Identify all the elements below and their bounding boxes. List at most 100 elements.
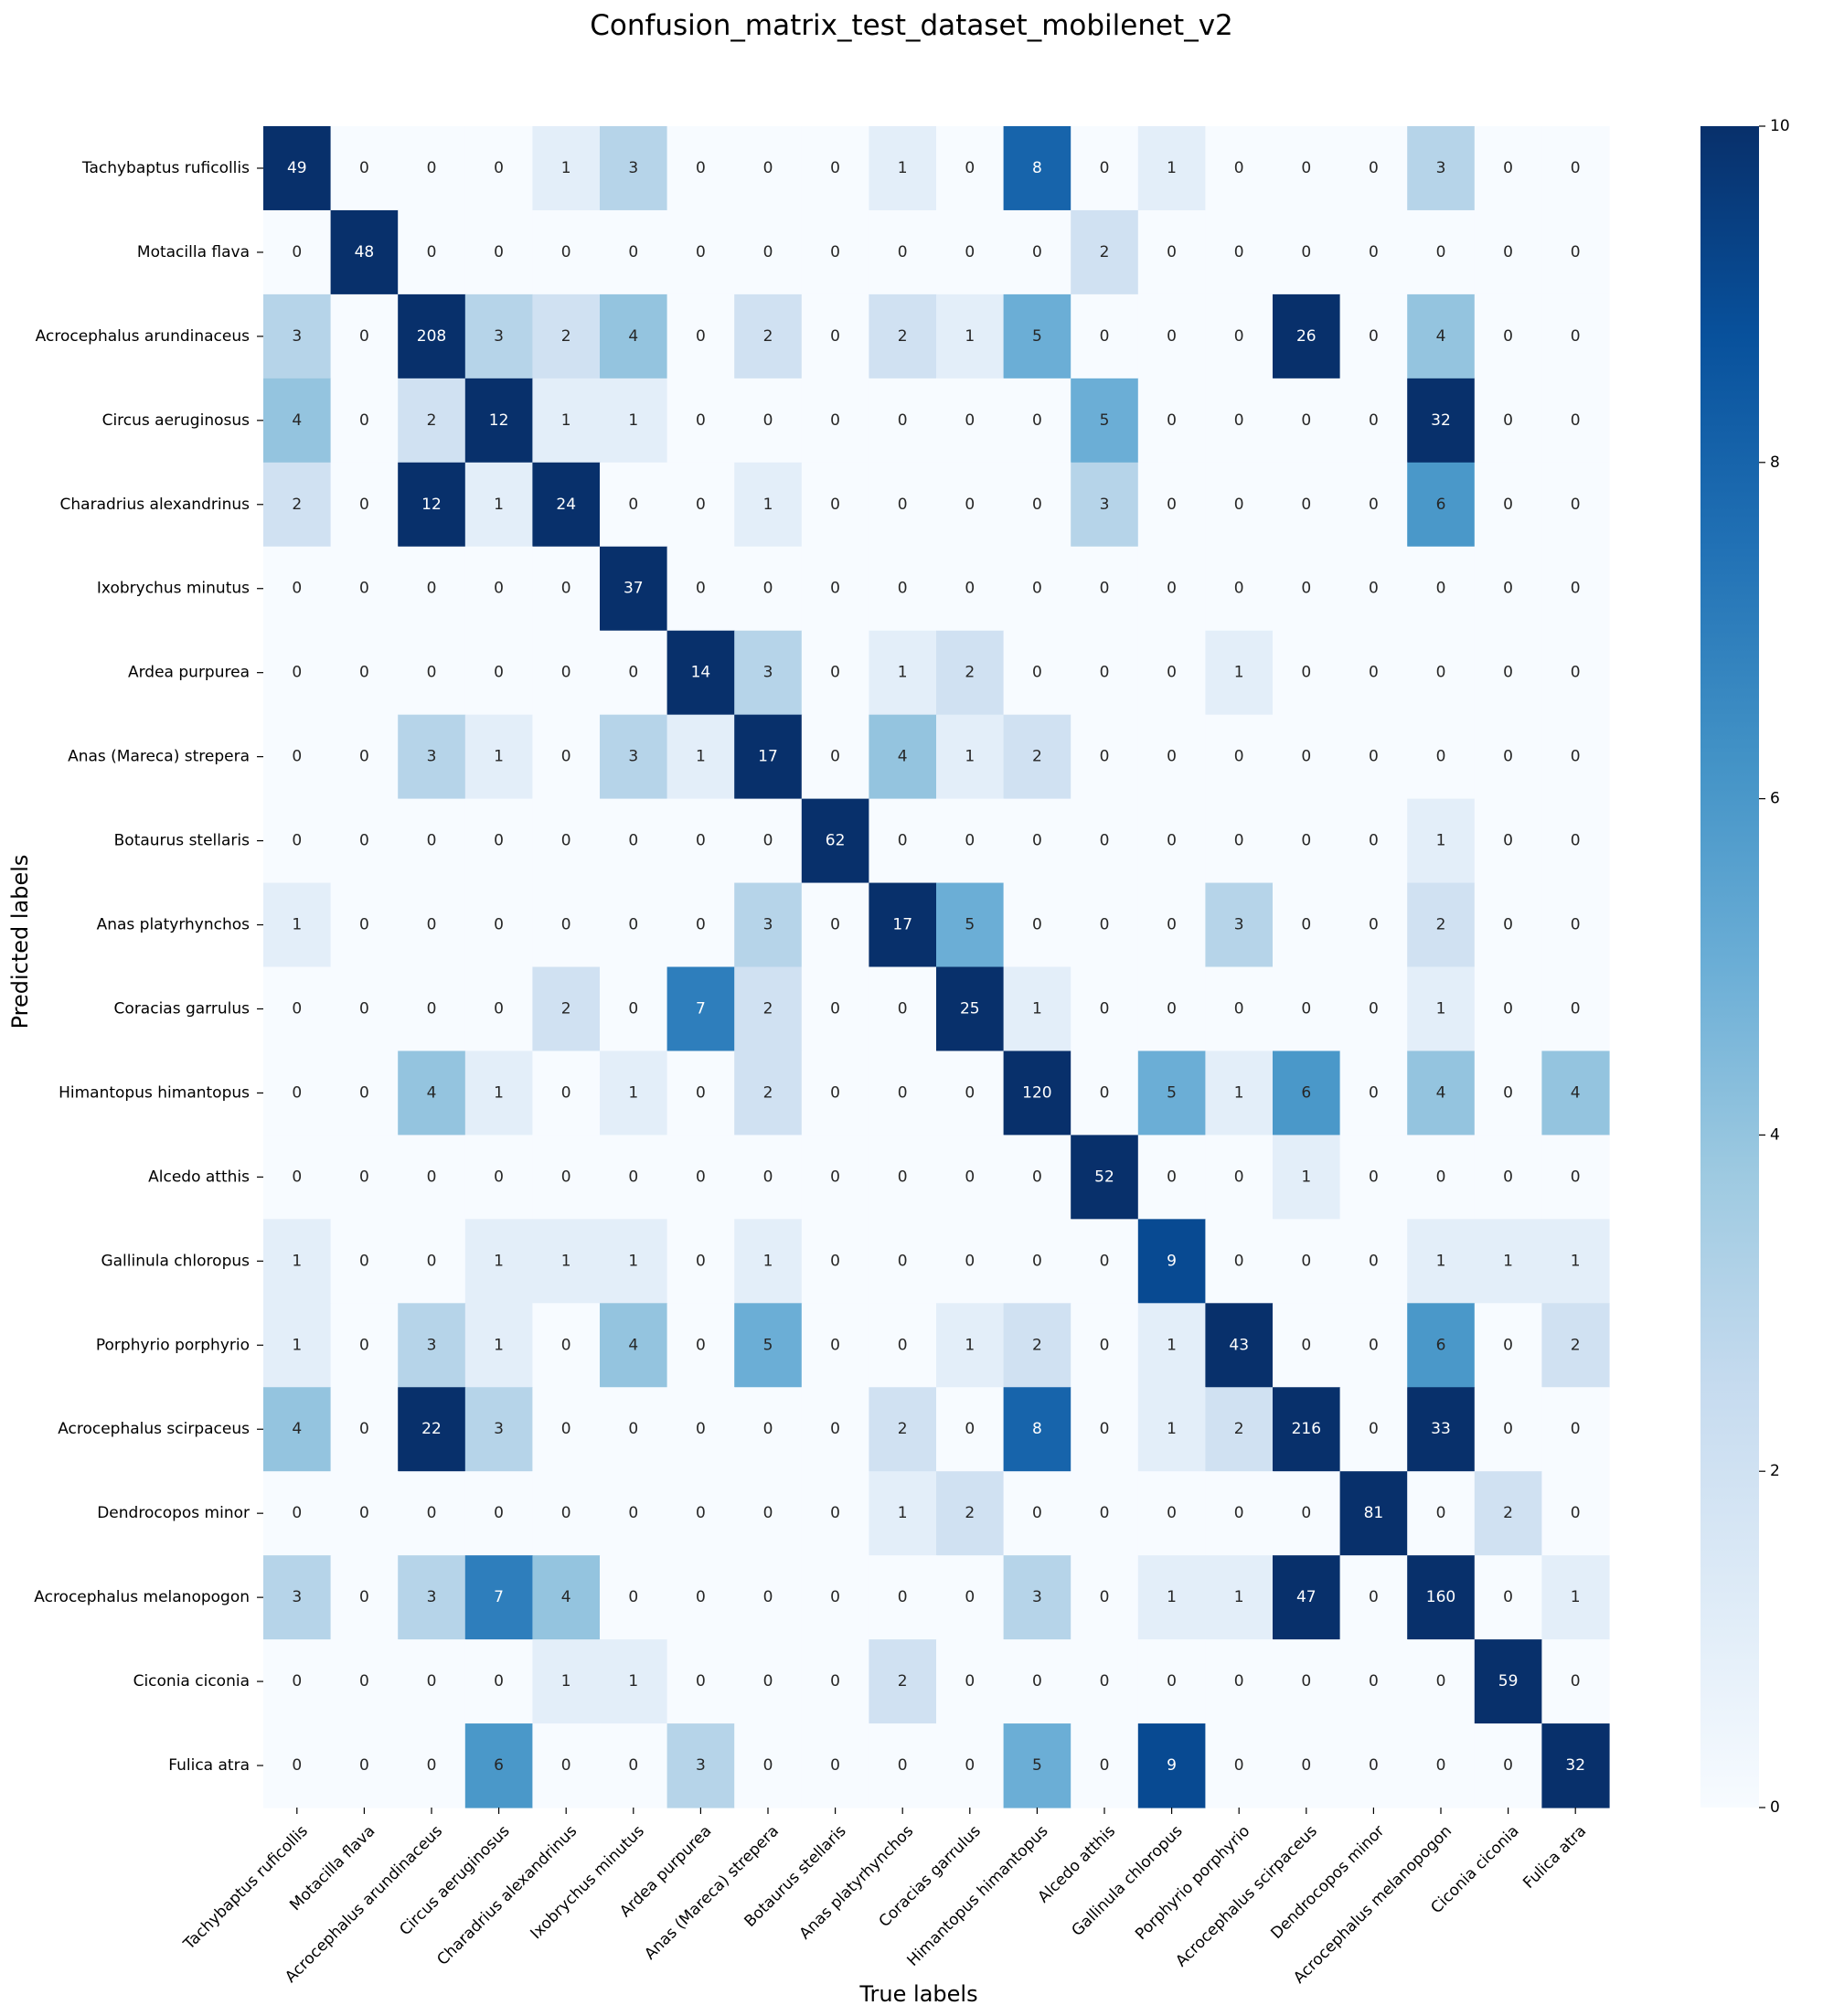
cell-value-label: 0 (965, 1588, 975, 1606)
cell-value-label: 0 (898, 1252, 908, 1270)
cell-value-label: 0 (1436, 243, 1446, 261)
heatmap-cell-r19-c8 (801, 1723, 869, 1808)
cell-value-label: 0 (965, 1252, 975, 1270)
cell-value-label: 0 (1234, 243, 1244, 261)
cell-value-label: 0 (1100, 327, 1110, 346)
cell-value-label: 0 (628, 664, 638, 682)
cell-value-label: 0 (965, 1083, 975, 1102)
heatmap-cell-r15-c16 (1339, 1387, 1408, 1472)
cell-value-label: 2 (1571, 1336, 1581, 1354)
heatmap-cell-r6-c2 (398, 630, 466, 716)
cell-value-label: 0 (628, 1420, 638, 1438)
cell-value-label: 1 (1436, 1252, 1446, 1270)
cell-value-label: 0 (830, 1420, 840, 1438)
cell-value-label: 9 (1167, 1756, 1177, 1775)
cell-value-label: 0 (359, 832, 369, 850)
cell-value-label: 0 (1167, 243, 1177, 261)
heatmap-cell-r0-c3 (464, 126, 533, 211)
cell-value-label: 4 (628, 1336, 638, 1354)
heatmap-cell-r11-c9 (869, 1051, 937, 1136)
heatmap-cell-r19-c3 (464, 1723, 533, 1808)
heatmap-cell-r0-c19 (1541, 126, 1610, 211)
cell-value-label: 0 (1234, 999, 1244, 1018)
heatmap-cell-r4-c15 (1273, 462, 1341, 548)
cell-value-label: 0 (1436, 748, 1446, 766)
heatmap-cell-labels: 49 0 0 0 1 3 0 0 0 1 0 8 0 1 0 0 0 3 0 00 48 0 0 0 0 0 0 0 0 0 0 2 0 0 0 0 0… (287, 159, 1585, 1775)
cell-value-label: 0 (1369, 1168, 1379, 1186)
heatmap-cell-r18-c17 (1407, 1639, 1476, 1724)
x-tick-label: Ixobrychus minutus (528, 1822, 648, 1943)
cell-value-label: 0 (1167, 411, 1177, 430)
cell-value-label: 0 (1100, 664, 1110, 682)
cell-value-label: 0 (561, 1168, 571, 1186)
cell-value-label: 1 (1234, 1083, 1244, 1102)
heatmap-cell-r16-c11 (1003, 1471, 1071, 1556)
heatmap-cell-r11-c3 (464, 1051, 533, 1136)
cell-value-label: 2 (898, 1672, 908, 1691)
cell-value-label: 0 (763, 580, 773, 598)
heatmap-cell-r12-c9 (869, 1135, 937, 1220)
cell-value-label: 0 (898, 999, 908, 1018)
heatmap-cell-r8-c13 (1137, 798, 1206, 884)
cell-value-label: 43 (1229, 1336, 1249, 1354)
y-tick-label: Charadrius alexandrinus (60, 496, 251, 514)
heatmap-cell-r12-c8 (801, 1135, 869, 1220)
heatmap-cell-r0-c12 (1071, 126, 1139, 211)
cell-value-label: 0 (696, 243, 706, 261)
cell-value-label: 3 (763, 916, 773, 934)
cell-value-label: 0 (561, 1504, 571, 1522)
cell-value-label: 1 (1436, 999, 1446, 1018)
heatmap-cell-r6-c13 (1137, 630, 1206, 716)
heatmap-cell-r0-c15 (1273, 126, 1341, 211)
heatmap-cell-r5-c16 (1339, 546, 1408, 632)
heatmap-cell-r7-c7 (734, 714, 803, 800)
heatmap-cell-r12-c3 (464, 1135, 533, 1220)
heatmap-cell-r15-c3 (464, 1387, 533, 1472)
cell-value-label: 0 (292, 1756, 302, 1775)
heatmap-cell-r11-c18 (1474, 1051, 1542, 1136)
cell-value-label: 0 (1100, 580, 1110, 598)
heatmap-cell-r5-c18 (1474, 546, 1542, 632)
cell-value-label: 0 (830, 1336, 840, 1354)
heatmap-cell-r9-c3 (464, 882, 533, 968)
cell-value-label: 0 (1167, 664, 1177, 682)
cell-value-label: 0 (359, 1252, 369, 1270)
cell-value-label: 0 (898, 1083, 908, 1102)
heatmap-cell-r7-c15 (1273, 714, 1341, 800)
heatmap-cell-r11-c12 (1071, 1051, 1139, 1136)
cell-value-label: 1 (1032, 999, 1042, 1018)
heatmap-cell-r1-c8 (801, 209, 869, 295)
heatmap-cell-r19-c14 (1205, 1723, 1274, 1808)
heatmap-cell-r18-c10 (936, 1639, 1005, 1724)
cell-value-label: 2 (1032, 1336, 1042, 1354)
heatmap-cell-r5-c0 (263, 546, 332, 632)
cell-value-label: 0 (494, 832, 504, 850)
cell-value-label: 26 (1296, 327, 1317, 346)
heatmap-cell-r6-c16 (1339, 630, 1408, 716)
cell-value-label: 0 (1503, 159, 1513, 177)
cell-value-label: 0 (1369, 411, 1379, 430)
cell-value-label: 0 (1100, 1083, 1110, 1102)
cell-value-label: 0 (1301, 243, 1311, 261)
heatmap-cell-r9-c11 (1003, 882, 1071, 968)
cell-value-label: 9 (1167, 1252, 1177, 1270)
heatmap-cell-r2-c8 (801, 293, 869, 379)
cell-value-label: 0 (427, 999, 437, 1018)
cell-value-label: 0 (427, 243, 437, 261)
cell-value-label: 25 (960, 999, 980, 1018)
cell-value-label: 4 (292, 411, 302, 430)
cell-value-label: 3 (494, 1420, 504, 1438)
cell-value-label: 0 (1234, 496, 1244, 514)
heatmap-cell-r10-c15 (1273, 966, 1341, 1052)
cell-value-label: 0 (359, 748, 369, 766)
heatmap-cell-r7-c2 (398, 714, 466, 800)
cell-value-label: 3 (1234, 916, 1244, 934)
cell-value-label: 0 (292, 1672, 302, 1691)
cell-value-label: 0 (763, 159, 773, 177)
heatmap-cell-r10-c13 (1137, 966, 1206, 1052)
heatmap-cell-r0-c16 (1339, 126, 1408, 211)
cell-value-label: 0 (696, 916, 706, 934)
heatmap-cell-r16-c15 (1273, 1471, 1341, 1556)
chart-title: Confusion_matrix_test_dataset_mobilenet_… (590, 9, 1233, 42)
heatmap-cell-r18-c18 (1474, 1639, 1542, 1724)
